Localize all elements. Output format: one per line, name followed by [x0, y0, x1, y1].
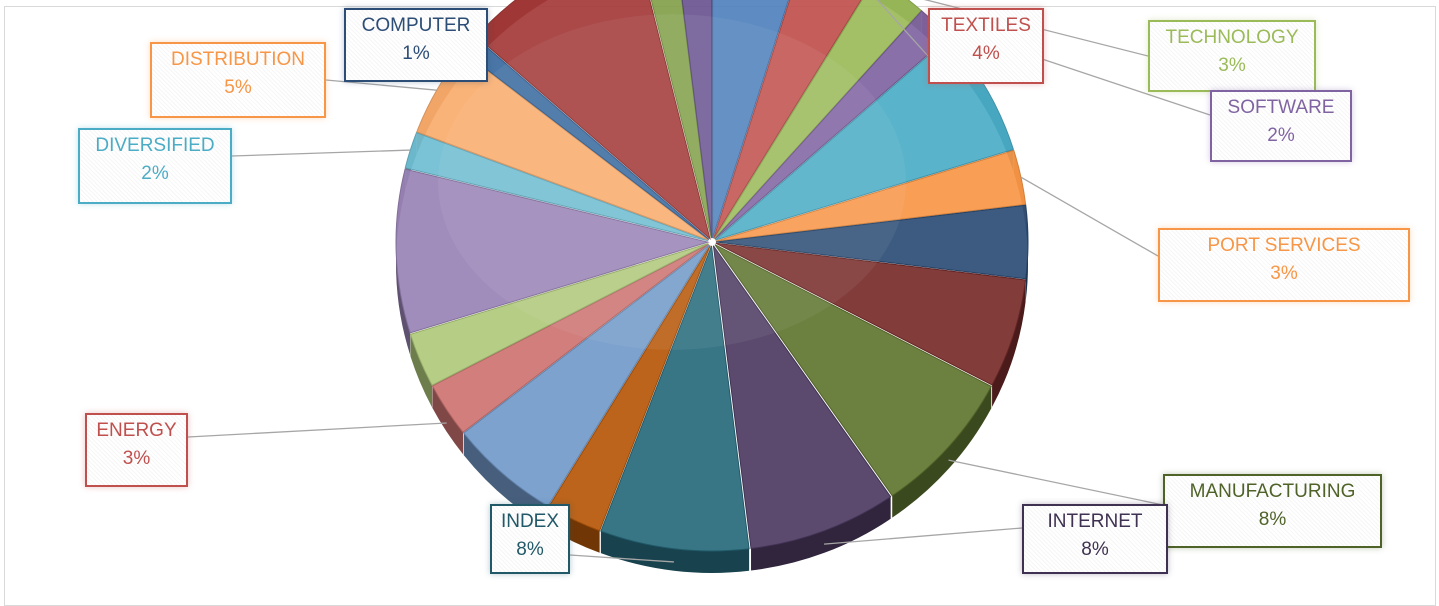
- pie-highlight: [438, 14, 906, 350]
- label-pct: 2%: [141, 163, 169, 184]
- leader-line-port-services: [1020, 176, 1159, 257]
- data-label-technology: TECHNOLOGY 3%: [1148, 20, 1316, 92]
- pie-chart: [187, 0, 1211, 573]
- slice-side-segment-15: [410, 334, 433, 408]
- label-name: PORT SERVICES: [1207, 235, 1361, 256]
- slice-textiles: [713, 0, 862, 239]
- label-name: DIVERSIFIED: [95, 135, 215, 156]
- slice-side-internet: [751, 496, 891, 571]
- slice-side-manufacturing: [892, 386, 992, 518]
- label-pct: 4%: [972, 43, 1000, 64]
- label-pct: 8%: [516, 539, 544, 560]
- slice-manufacturing: [714, 244, 992, 497]
- slice-index: [600, 245, 750, 552]
- label-name: SOFTWARE: [1227, 97, 1335, 118]
- slice-segment-22: [681, 0, 713, 239]
- slice-segment-8: [715, 242, 1027, 386]
- leader-line-diversified: [231, 149, 411, 157]
- data-label-index: INDEX 8%: [490, 504, 570, 574]
- label-pct: 3%: [1218, 55, 1246, 76]
- data-label-internet: INTERNET 8%: [1022, 504, 1168, 574]
- slice-segment-1: [712, 0, 790, 239]
- slice-technology: [713, 0, 922, 240]
- label-name: TECHNOLOGY: [1165, 27, 1299, 48]
- leader-line-manufacturing: [948, 459, 1164, 506]
- data-label-textiles: TEXTILES 4%: [928, 8, 1044, 84]
- slice-segment-7: [715, 204, 1029, 280]
- slice-segment-21: [650, 0, 712, 239]
- data-label-software: SOFTWARE 2%: [1210, 90, 1352, 162]
- data-label-computer: COMPUTER 1%: [344, 8, 488, 82]
- data-label-distribution: DISTRIBUTION 5%: [150, 42, 326, 118]
- label-pct: 8%: [1081, 539, 1109, 560]
- label-name: MANUFACTURING: [1189, 481, 1356, 502]
- label-pct: 5%: [224, 77, 252, 98]
- label-name: INTERNET: [1047, 511, 1143, 532]
- leader-line-textiles: [876, 0, 929, 57]
- leader-line-energy: [187, 422, 447, 438]
- data-label-diversified: DIVERSIFIED 2%: [78, 128, 232, 204]
- data-label-manufacturing: MANUFACTURING 8%: [1163, 474, 1382, 548]
- data-label-port-services: PORT SERVICES 3%: [1158, 228, 1410, 302]
- label-name: DISTRIBUTION: [170, 49, 306, 70]
- slice-segment-16: [395, 168, 710, 334]
- slice-energy: [431, 243, 709, 433]
- leader-line-index: [569, 554, 674, 563]
- slice-side-index: [600, 531, 750, 573]
- label-pct: 2%: [1267, 125, 1295, 146]
- label-pct: 3%: [122, 448, 151, 469]
- slice-internet: [712, 245, 892, 550]
- data-label-energy: ENERGY 3%: [85, 413, 188, 487]
- slice-segment-15: [409, 243, 709, 386]
- label-name: TEXTILES: [941, 15, 1031, 36]
- label-pct: 1%: [402, 43, 430, 64]
- slice-side-energy: [432, 385, 464, 455]
- label-name: COMPUTER: [361, 15, 471, 36]
- slice-port-services: [715, 149, 1027, 242]
- label-name: ENERGY: [96, 420, 177, 441]
- label-name: INDEX: [500, 511, 560, 532]
- leader-line-internet: [824, 527, 1023, 545]
- slice-side-segment-8: [992, 279, 1026, 407]
- label-pct: 3%: [1270, 263, 1298, 284]
- label-pct: 8%: [1258, 509, 1287, 530]
- pie-slices: [395, 0, 1029, 552]
